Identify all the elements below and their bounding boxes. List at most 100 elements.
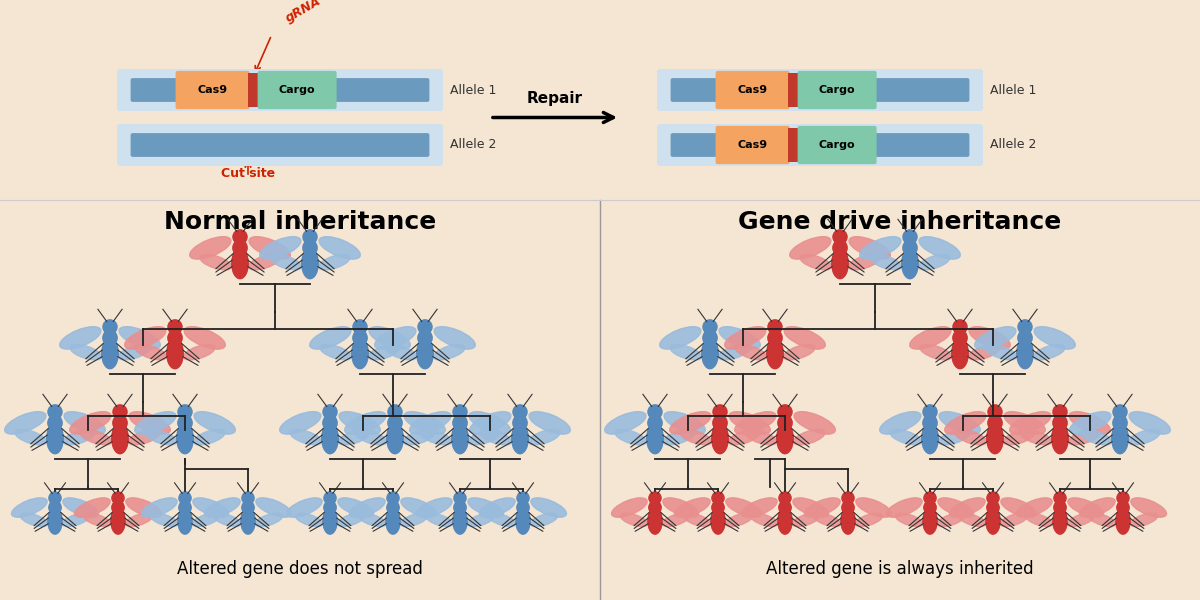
Ellipse shape bbox=[784, 326, 826, 349]
Text: Altered gene does not spread: Altered gene does not spread bbox=[178, 560, 422, 578]
Ellipse shape bbox=[511, 423, 528, 454]
Ellipse shape bbox=[20, 513, 48, 527]
Ellipse shape bbox=[323, 508, 337, 534]
Ellipse shape bbox=[725, 326, 766, 349]
Ellipse shape bbox=[920, 344, 952, 360]
Circle shape bbox=[833, 230, 847, 244]
Ellipse shape bbox=[401, 498, 437, 517]
Ellipse shape bbox=[340, 412, 380, 434]
FancyBboxPatch shape bbox=[658, 124, 983, 166]
FancyBboxPatch shape bbox=[131, 78, 430, 102]
Ellipse shape bbox=[190, 236, 230, 259]
Ellipse shape bbox=[944, 412, 986, 434]
Circle shape bbox=[323, 405, 337, 419]
Ellipse shape bbox=[103, 330, 118, 346]
Ellipse shape bbox=[310, 326, 350, 349]
Ellipse shape bbox=[952, 338, 968, 368]
Text: Allele 2: Allele 2 bbox=[450, 139, 497, 151]
Ellipse shape bbox=[452, 508, 467, 534]
Ellipse shape bbox=[64, 430, 95, 445]
Ellipse shape bbox=[986, 508, 1000, 534]
Ellipse shape bbox=[725, 513, 752, 527]
Ellipse shape bbox=[713, 415, 727, 431]
Ellipse shape bbox=[887, 498, 922, 517]
Circle shape bbox=[49, 492, 61, 504]
Ellipse shape bbox=[530, 513, 558, 527]
Ellipse shape bbox=[128, 430, 160, 445]
Ellipse shape bbox=[368, 344, 400, 360]
Ellipse shape bbox=[259, 236, 301, 259]
Ellipse shape bbox=[730, 412, 770, 434]
Ellipse shape bbox=[48, 415, 62, 431]
Ellipse shape bbox=[454, 501, 466, 514]
Ellipse shape bbox=[719, 344, 750, 360]
Ellipse shape bbox=[649, 501, 661, 514]
Ellipse shape bbox=[902, 240, 917, 256]
Ellipse shape bbox=[1054, 501, 1066, 514]
Ellipse shape bbox=[648, 415, 662, 431]
Circle shape bbox=[1052, 405, 1067, 419]
Ellipse shape bbox=[60, 326, 101, 349]
Ellipse shape bbox=[480, 498, 515, 517]
Ellipse shape bbox=[84, 513, 110, 527]
Text: Cargo: Cargo bbox=[278, 85, 316, 95]
Text: Allele 1: Allele 1 bbox=[990, 83, 1037, 97]
Ellipse shape bbox=[842, 501, 854, 514]
Ellipse shape bbox=[988, 415, 1002, 431]
FancyBboxPatch shape bbox=[787, 73, 799, 107]
Ellipse shape bbox=[178, 508, 192, 534]
Ellipse shape bbox=[1001, 498, 1037, 517]
Circle shape bbox=[842, 492, 854, 504]
Ellipse shape bbox=[318, 254, 350, 270]
Ellipse shape bbox=[529, 412, 570, 434]
Ellipse shape bbox=[790, 236, 830, 259]
Circle shape bbox=[649, 492, 661, 504]
Ellipse shape bbox=[386, 423, 403, 454]
Text: Gene drive inheritance: Gene drive inheritance bbox=[738, 210, 1062, 234]
Ellipse shape bbox=[953, 330, 967, 346]
Ellipse shape bbox=[710, 508, 725, 534]
Circle shape bbox=[953, 320, 967, 334]
FancyBboxPatch shape bbox=[118, 69, 443, 111]
Ellipse shape bbox=[767, 338, 784, 368]
Circle shape bbox=[168, 320, 182, 334]
Ellipse shape bbox=[1020, 430, 1051, 445]
Ellipse shape bbox=[14, 430, 47, 445]
Ellipse shape bbox=[62, 513, 90, 527]
Ellipse shape bbox=[418, 330, 432, 346]
Ellipse shape bbox=[1004, 412, 1045, 434]
Ellipse shape bbox=[856, 513, 882, 527]
Ellipse shape bbox=[1116, 508, 1130, 534]
Ellipse shape bbox=[433, 344, 466, 360]
Ellipse shape bbox=[1080, 498, 1115, 517]
Circle shape bbox=[779, 492, 791, 504]
Ellipse shape bbox=[451, 423, 468, 454]
Ellipse shape bbox=[986, 501, 1000, 514]
Ellipse shape bbox=[664, 412, 706, 434]
Ellipse shape bbox=[204, 498, 240, 517]
Ellipse shape bbox=[145, 430, 176, 445]
Ellipse shape bbox=[712, 501, 724, 514]
FancyBboxPatch shape bbox=[715, 126, 790, 164]
Circle shape bbox=[454, 492, 466, 504]
Ellipse shape bbox=[792, 513, 820, 527]
Ellipse shape bbox=[337, 513, 365, 527]
Ellipse shape bbox=[1129, 412, 1170, 434]
Ellipse shape bbox=[119, 344, 150, 360]
Ellipse shape bbox=[403, 430, 436, 445]
Ellipse shape bbox=[1026, 513, 1052, 527]
Ellipse shape bbox=[80, 430, 112, 445]
Ellipse shape bbox=[320, 344, 352, 360]
FancyBboxPatch shape bbox=[175, 71, 250, 109]
Circle shape bbox=[923, 405, 937, 419]
FancyBboxPatch shape bbox=[798, 126, 876, 164]
Ellipse shape bbox=[726, 498, 762, 517]
Ellipse shape bbox=[338, 498, 373, 517]
FancyBboxPatch shape bbox=[787, 128, 799, 162]
Ellipse shape bbox=[125, 513, 152, 527]
FancyBboxPatch shape bbox=[798, 71, 876, 109]
Ellipse shape bbox=[233, 240, 247, 256]
Ellipse shape bbox=[1068, 430, 1100, 445]
Ellipse shape bbox=[793, 430, 826, 445]
Ellipse shape bbox=[648, 508, 662, 534]
